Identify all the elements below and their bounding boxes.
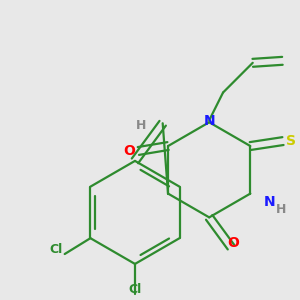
Text: Cl: Cl xyxy=(128,283,142,296)
Text: Cl: Cl xyxy=(50,243,63,256)
Text: S: S xyxy=(286,134,296,148)
Text: H: H xyxy=(276,203,286,216)
Text: N: N xyxy=(264,194,276,208)
Text: N: N xyxy=(203,114,215,128)
Text: O: O xyxy=(124,144,135,158)
Text: O: O xyxy=(227,236,239,250)
Text: H: H xyxy=(136,119,146,132)
